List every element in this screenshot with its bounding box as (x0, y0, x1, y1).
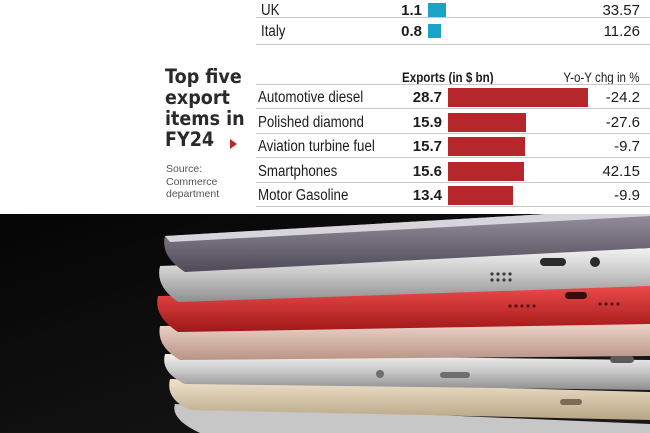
item-bar (448, 88, 588, 107)
item-bar (448, 137, 525, 156)
item-name: Polished diamond (258, 114, 364, 131)
country-change: 11.26 (603, 23, 640, 40)
item-bar (448, 113, 526, 132)
pointer-triangle-icon (230, 139, 237, 149)
exports-column-header: Exports (in $ bn) (402, 70, 494, 85)
country-change: 33.57 (602, 2, 640, 19)
country-value: 0.8 (401, 23, 422, 40)
item-value: 13.4 (412, 187, 442, 204)
item-change: -24.2 (605, 89, 640, 106)
chart-title: Top five export items in FY24 (165, 66, 245, 150)
title-line: items in (165, 107, 245, 130)
item-change: -9.9 (614, 187, 640, 204)
title-line: Top five (165, 65, 242, 88)
row-divider (256, 133, 650, 134)
change-column-header: Y-o-Y chg in % (563, 70, 640, 85)
item-change: 42.15 (602, 163, 640, 180)
row-divider (256, 182, 650, 183)
row-divider (256, 17, 650, 18)
title-line: FY24 (165, 128, 215, 151)
source-line: department (166, 188, 220, 200)
item-value: 15.9 (412, 114, 442, 131)
row-divider (256, 108, 650, 109)
item-name: Smartphones (258, 163, 338, 180)
country-name: UK (261, 2, 280, 19)
item-change: -27.6 (605, 114, 640, 131)
item-change: -9.7 (614, 138, 640, 155)
item-bar (448, 162, 525, 181)
source-note: Source: Commerce department (166, 163, 219, 201)
country-bar (428, 3, 446, 17)
country-bar (428, 24, 441, 38)
item-name: Automotive diesel (258, 89, 364, 106)
row-divider (256, 206, 650, 207)
row-divider (256, 44, 650, 45)
source-line: Source: (166, 163, 203, 175)
item-name: Aviation turbine fuel (258, 138, 375, 155)
smartphones-photo (0, 214, 650, 433)
row-divider (256, 84, 650, 85)
source-line: Commerce (166, 175, 218, 188)
row-divider (256, 157, 650, 158)
item-name: Motor Gasoline (258, 187, 349, 204)
item-value: 28.7 (412, 89, 442, 106)
item-bar (448, 186, 514, 205)
item-value: 15.6 (412, 163, 442, 180)
item-value: 15.7 (412, 138, 442, 155)
country-value: 1.1 (401, 2, 422, 19)
title-line: export (165, 86, 230, 109)
country-name: Italy (261, 23, 286, 40)
